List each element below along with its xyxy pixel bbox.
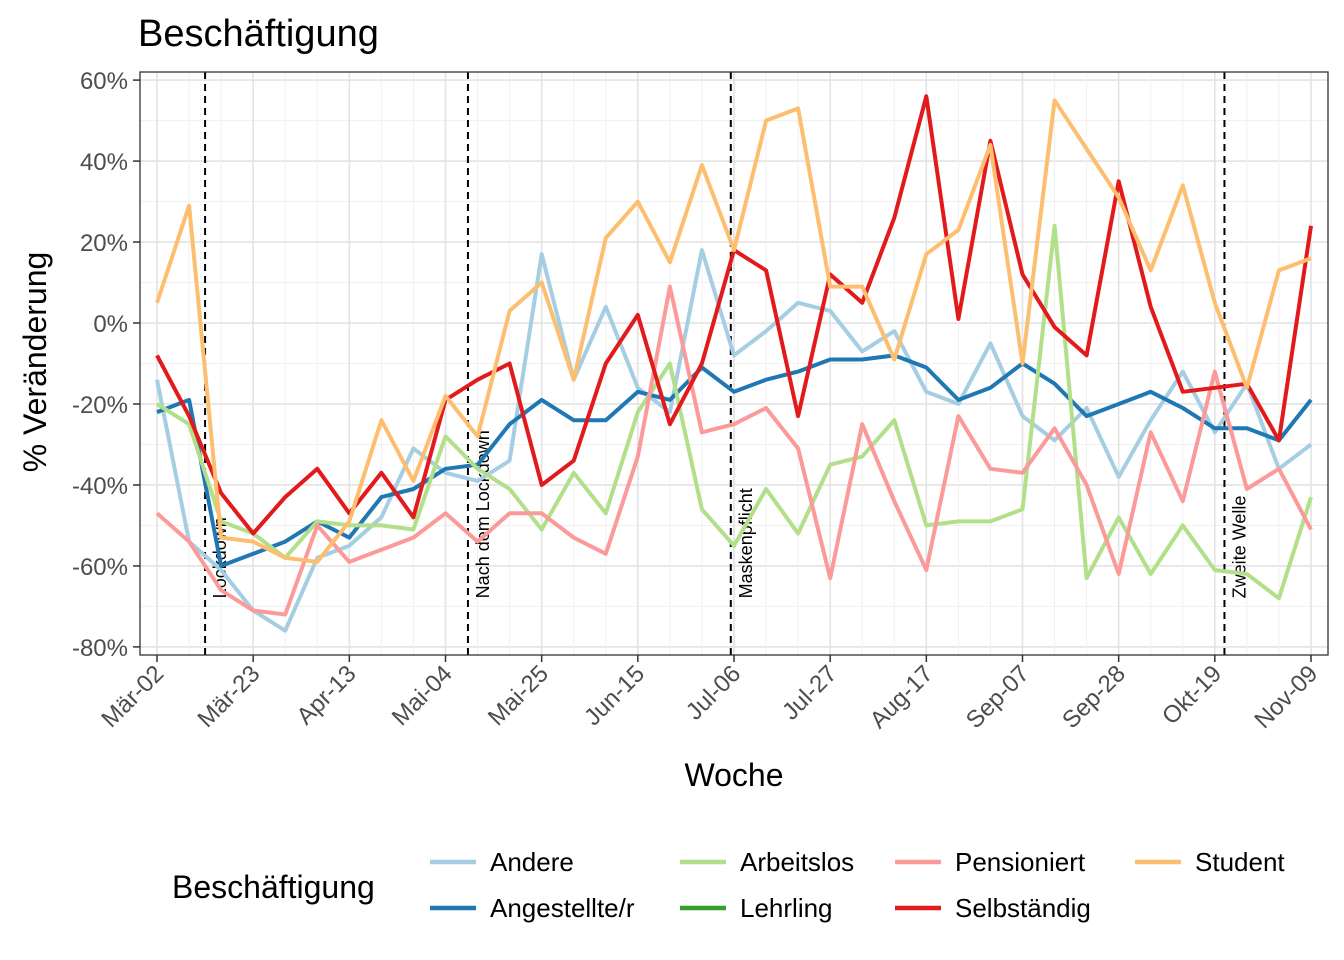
y-tick-label: -40% — [72, 473, 128, 500]
legend-label: Pensioniert — [955, 847, 1086, 877]
series-line-pensioniert — [155, 284, 1313, 617]
y-tick-label: -80% — [72, 635, 128, 662]
legend-label: Angestellte/r — [490, 893, 635, 923]
x-tick-label: Mär-02 — [96, 660, 169, 733]
x-tick-label: Apr-13 — [292, 660, 362, 730]
series-line-andere — [155, 248, 1313, 633]
x-tick-label: Mai-04 — [387, 660, 458, 731]
legend-title: Beschäftigung — [172, 869, 375, 905]
x-tick-label: Nov-09 — [1249, 660, 1323, 734]
series-line-angestellte-r — [156, 353, 1313, 568]
event-label: Maskenpflicht — [736, 488, 756, 598]
x-axis: Mär-02 Mär-23 Apr-13 Mai-04 Mai-25 Jun-15 Jul-… — [96, 655, 1323, 734]
chart-title: Beschäftigung — [138, 13, 379, 55]
series-line-arbeitslos — [155, 223, 1313, 601]
series-line-student — [155, 98, 1312, 564]
y-tick-label: 20% — [80, 230, 128, 257]
x-tick-label: Jul-06 — [681, 660, 746, 725]
event-label: Zweite Welle — [1229, 496, 1249, 599]
legend: Beschäftigung Andere Angestellte/r Arbeits… — [172, 847, 1285, 923]
x-tick-label: Jul-27 — [777, 660, 842, 725]
x-tick-label: Mai-25 — [483, 660, 554, 731]
x-tick-label: Sep-28 — [1057, 660, 1131, 734]
x-tick-label: Mär-23 — [193, 660, 266, 733]
y-axis: -80% -60% -40% -20% 0% 20% 40% 60% — [72, 68, 140, 662]
x-tick-label: Okt-19 — [1157, 660, 1227, 730]
y-tick-label: 0% — [93, 311, 128, 338]
y-axis-title: % Veränderung — [17, 252, 53, 473]
x-tick-label: Jun-15 — [579, 660, 650, 731]
y-tick-label: 60% — [80, 68, 128, 95]
legend-label: Andere — [490, 847, 574, 877]
series-lines — [155, 94, 1313, 633]
y-tick-label: 40% — [80, 149, 128, 176]
legend-label: Lehrling — [740, 893, 833, 923]
legend-label: Selbständig — [955, 893, 1091, 923]
legend-label: Arbeitslos — [740, 847, 854, 877]
y-tick-label: -20% — [72, 392, 128, 419]
x-tick-label: Aug-17 — [865, 660, 939, 734]
x-tick-label: Sep-07 — [961, 660, 1035, 734]
y-tick-label: -60% — [72, 554, 128, 581]
x-axis-title: Woche — [684, 757, 783, 793]
legend-label: Student — [1195, 847, 1285, 877]
